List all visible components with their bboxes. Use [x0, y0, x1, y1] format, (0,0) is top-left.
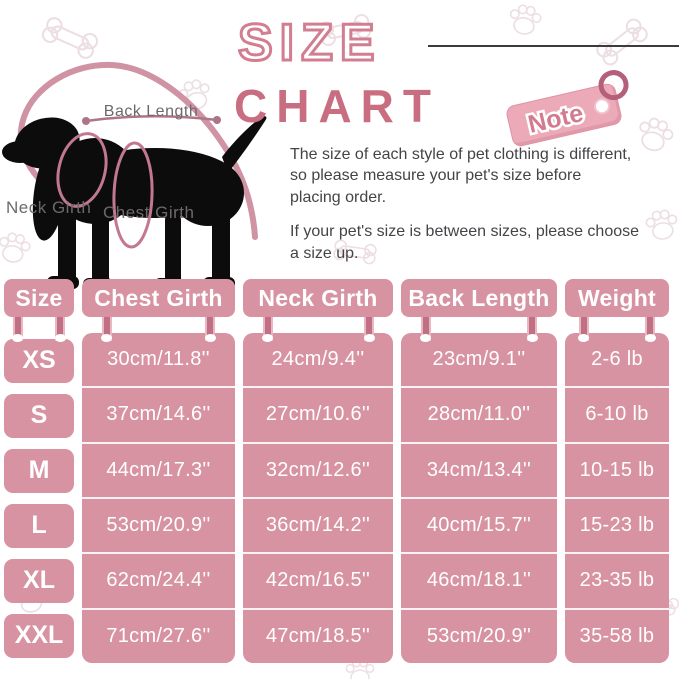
- table-cell: 37cm/14.6'': [82, 386, 235, 441]
- column-chest-girth: Chest Girth 30cm/11.8'' 37cm/14.6'' 44cm/1…: [82, 279, 235, 663]
- strap-zone: [82, 313, 235, 342]
- size-tag-slot: XL: [4, 553, 74, 608]
- size-tag-xxl: XXL: [4, 613, 74, 658]
- size-tag-s: S: [4, 393, 74, 438]
- column-size: Size XS S M L XL XXL: [4, 279, 74, 663]
- hanger-strap: [262, 313, 273, 341]
- neck-girth-ellipse: [56, 132, 108, 208]
- column-header-size: Size: [4, 279, 74, 317]
- table-cell: 46cm/18.1'': [401, 552, 557, 607]
- table-cell: 44cm/17.3'': [82, 441, 235, 497]
- column-weight: Weight 2-6 lb 6-10 lb 10-15 lb 15-23 lb 23-3…: [565, 279, 669, 663]
- strap-eyelet-icon: [261, 334, 273, 342]
- strap-eyelet-icon: [526, 334, 538, 342]
- table-cell: 40cm/15.7'': [401, 496, 557, 552]
- strap-zone: [243, 313, 393, 342]
- hanger-strap: [421, 313, 432, 341]
- strap-zone: [565, 313, 669, 342]
- size-title-outline: SIZE: [237, 13, 382, 74]
- hanger-strap: [54, 313, 65, 341]
- column-back-length: Back Length 23cm/9.1'' 28cm/11.0'' 34cm/13…: [401, 279, 557, 663]
- size-table: Size XS S M L XL XXL Chest Girth 30cm/11.8'' 3…: [4, 279, 675, 663]
- note-paragraph-1: The size of each style of pet clothing i…: [290, 146, 632, 206]
- strap-eyelet-icon: [363, 334, 375, 342]
- column-header-chest-girth: Chest Girth: [82, 279, 235, 317]
- table-cell: 23cm/9.1'': [432, 348, 526, 371]
- table-cell: 28cm/11.0'': [401, 386, 557, 441]
- strap-eyelet-icon: [577, 334, 589, 342]
- note-paragraph-2: If your pet's size is between sizes, ple…: [290, 223, 640, 262]
- size-tag-slot: XXL: [4, 608, 74, 663]
- table-cell: 47cm/18.5'': [243, 607, 393, 663]
- hanger-strap: [363, 313, 374, 341]
- table-cell: 71cm/27.6'': [82, 607, 235, 663]
- column-body: 2-6 lb 6-10 lb 10-15 lb 15-23 lb 23-35 lb 35-…: [565, 333, 669, 663]
- back-length-measure-line: [82, 115, 221, 125]
- size-tag-l: L: [4, 503, 74, 548]
- table-cell: 35-58 lb: [565, 607, 669, 663]
- column-body: 30cm/11.8'' 37cm/14.6'' 44cm/17.3'' 53cm/20…: [82, 333, 235, 663]
- size-tag-slot: M: [4, 443, 74, 498]
- hanger-strap: [205, 313, 216, 341]
- table-cell: 53cm/20.9'': [401, 607, 557, 663]
- table-cell: 42cm/16.5'': [243, 552, 393, 607]
- column-body: 23cm/9.1'' 28cm/11.0'' 34cm/13.4'' 40cm/15.…: [401, 333, 557, 663]
- column-body: 24cm/9.4'' 27cm/10.6'' 32cm/12.6'' 36cm/14.…: [243, 333, 393, 663]
- column-header-weight: Weight: [565, 279, 669, 317]
- column-header-back-length: Back Length: [401, 279, 557, 317]
- table-cell: 53cm/20.9'': [82, 496, 235, 552]
- size-tag-xs: XS: [4, 338, 74, 383]
- sizing-notes: The size of each style of pet clothing i…: [290, 144, 679, 277]
- neck-girth-label: Neck Girth: [6, 198, 92, 217]
- strap-eyelet-icon: [205, 334, 217, 342]
- table-cell: 15-23 lb: [565, 496, 669, 552]
- hanger-strap: [101, 313, 112, 341]
- strap-eyelet-icon: [100, 334, 112, 342]
- hanger-strap: [578, 313, 589, 341]
- size-tag-m: M: [4, 448, 74, 493]
- table-cell: 36cm/14.2'': [243, 496, 393, 552]
- chest-girth-label: Chest Girth: [103, 203, 195, 222]
- table-cell: 24cm/9.4'': [271, 348, 365, 371]
- strap-eyelet-icon: [12, 334, 24, 342]
- back-length-label: Back Length: [103, 103, 199, 120]
- table-cell: 34cm/13.4'': [401, 441, 557, 497]
- strap-eyelet-icon: [645, 334, 657, 342]
- table-cell: 27cm/10.6'': [243, 386, 393, 441]
- chest-girth-ellipse: [112, 141, 154, 249]
- column-header-neck-girth: Neck Girth: [243, 279, 393, 317]
- table-cell: 6-10 lb: [565, 386, 669, 441]
- strap-eyelet-icon: [54, 334, 66, 342]
- hanger-strap: [645, 313, 656, 341]
- chart-title: CHART: [234, 80, 440, 132]
- table-cell: 10-15 lb: [565, 441, 669, 497]
- size-tag-xl: XL: [4, 558, 74, 603]
- size-tags-body: XS S M L XL XXL: [4, 333, 74, 663]
- table-cell: 30cm/11.8'': [107, 348, 210, 371]
- size-tag-slot: L: [4, 498, 74, 553]
- strap-eyelet-icon: [420, 334, 432, 342]
- table-cell: 62cm/24.4'': [82, 552, 235, 607]
- size-tag-slot: XS: [4, 333, 74, 388]
- size-tag-slot: S: [4, 388, 74, 443]
- hanger-strap: [526, 313, 537, 341]
- strap-zone: [401, 313, 557, 342]
- size-title-text: SIZE: [238, 14, 382, 72]
- table-cell: 2-6 lb: [591, 348, 643, 371]
- strap-zone: [4, 313, 74, 342]
- column-neck-girth: Neck Girth 24cm/9.4'' 27cm/10.6'' 32cm/12.…: [243, 279, 393, 663]
- title-rule-line: [428, 45, 679, 47]
- hanger-strap: [13, 313, 24, 341]
- table-cell: 23-35 lb: [565, 552, 669, 607]
- table-cell: 32cm/12.6'': [243, 441, 393, 497]
